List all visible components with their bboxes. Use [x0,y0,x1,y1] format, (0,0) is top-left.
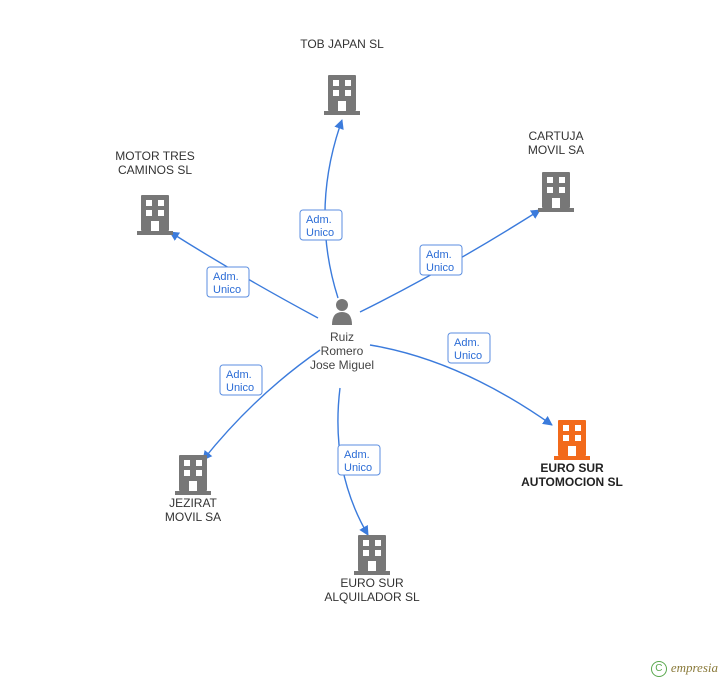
company-label: CAMINOS SL [118,163,192,177]
edge-label: Unico [213,284,241,296]
building-icon [175,455,211,495]
company-label: AUTOMOCION SL [521,475,623,489]
building-icon [354,535,390,575]
edge-label: Unico [454,350,482,362]
credit-text: empresia [671,660,718,675]
company-node-cartuja [538,172,574,212]
edge-label: Unico [226,382,254,394]
edge-label: Unico [306,227,334,239]
company-label: MOTOR TRES [115,149,195,163]
building-icon [538,172,574,212]
company-label: EURO SUR [540,461,604,475]
edge-label: Unico [426,262,454,274]
edge-euro_sur_alq: Adm.Unico [338,388,380,535]
edge-cartuja: Adm.Unico [360,210,540,312]
company-label: JEZIRAT [169,496,217,510]
edge-label: Adm. [226,369,252,381]
center-label: Jose Miguel [310,358,374,372]
credit-ring-icon: C [651,661,667,677]
company-label: EURO SUR [340,576,404,590]
edge-euro_sur_auto: Adm.Unico [370,333,552,425]
edge-label: Adm. [213,271,239,283]
edge-jezirat: Adm.Unico [203,350,320,460]
company-node-euro_sur_auto [554,420,590,460]
edges-layer: Adm.UnicoAdm.UnicoAdm.UnicoAdm.UnicoAdm.… [170,120,552,535]
building-icon [137,195,173,235]
center-label: Romero [321,344,364,358]
edge-label: Adm. [344,449,370,461]
edge-label: Unico [344,462,372,474]
building-icon [554,420,590,460]
company-node-motor_tres [137,195,173,235]
relationship-graph: Adm.UnicoAdm.UnicoAdm.UnicoAdm.UnicoAdm.… [0,0,728,685]
edge-label: Adm. [454,337,480,349]
company-label: TOB JAPAN SL [300,37,384,51]
company-node-euro_sur_alq [354,535,390,575]
company-node-jezirat [175,455,211,495]
edge-label: Adm. [306,214,332,226]
nodes-layer: RuizRomeroJose Miguel TOB JAPAN SL CARTUJA… [115,37,623,604]
company-label: MOVIL SA [528,143,584,157]
company-label: CARTUJA [528,129,583,143]
center-label: Ruiz [330,330,354,344]
edge-tob_japan: Adm.Unico [300,120,342,298]
person-icon [332,299,352,325]
edge-motor_tres: Adm.Unico [170,232,318,318]
company-node-tob_japan [324,75,360,115]
building-icon [324,75,360,115]
company-label: MOVIL SA [165,510,221,524]
company-label: ALQUILADOR SL [324,590,420,604]
edge-label: Adm. [426,249,452,261]
credit-badge: Cempresia [651,660,718,677]
